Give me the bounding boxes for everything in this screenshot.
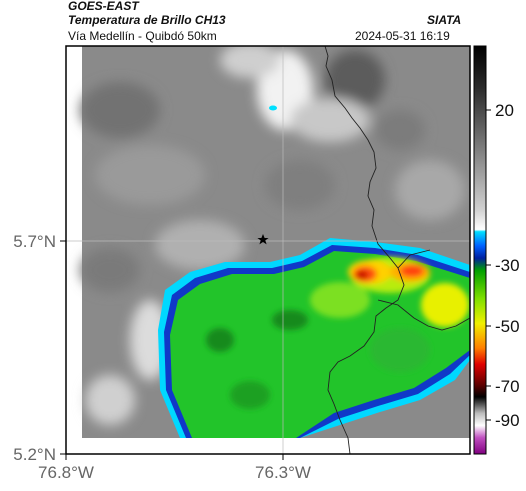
convective-cloud (158, 238, 470, 438)
colorbar-label: -70 (495, 377, 520, 396)
lon-label: 76.3°W (255, 463, 311, 482)
plot-frame (65, 45, 471, 455)
lat-label: 5.2°N (13, 445, 56, 464)
star-icon (257, 234, 269, 245)
product-title: Temperatura de Brillo CH13 (68, 13, 226, 27)
colorbar-label: -90 (495, 411, 520, 430)
lat-label: 5.7°N (13, 232, 56, 251)
colorbar-label: -30 (495, 256, 520, 275)
datetime-label: 2024-05-31 16:19 (355, 29, 450, 43)
admin-boundaries (324, 46, 470, 454)
colorbar-label: 20 (495, 101, 514, 120)
axis-ticks (60, 240, 284, 460)
region-subtitle: Vía Medellín - Quibdó 50km (68, 29, 217, 43)
graticule (66, 46, 470, 454)
lon-label: 76.8°W (38, 463, 94, 482)
satellite-title: GOES-EAST (68, 0, 139, 13)
agency-label: SIATA (427, 13, 462, 27)
colorbar: 20 -30 -50 -70 -90 (473, 45, 520, 455)
colorbar-label: -50 (495, 317, 520, 336)
